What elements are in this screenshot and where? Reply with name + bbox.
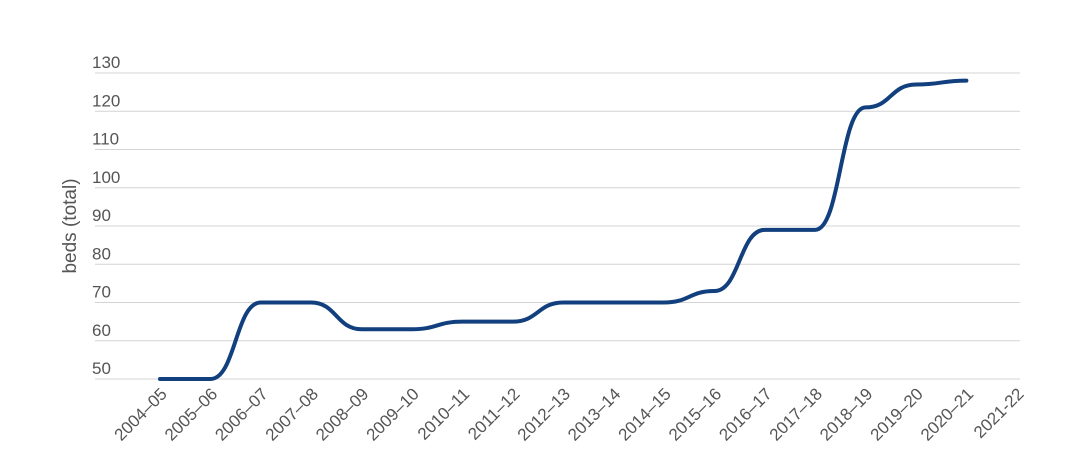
x-tick-label: 2013–14 [564,384,624,444]
y-axis-title: beds (total) [60,178,81,273]
x-tick-label: 2019–20 [867,384,927,444]
y-tick-label-90: 90 [92,206,111,225]
y-tick-label-60: 60 [92,321,111,340]
y-gridlines [95,72,1020,380]
series [158,78,969,382]
y-tick-labels: 50 60 70 80 90 100 110 120 130 [92,53,120,378]
x-tick-label: 2020–21 [917,384,977,444]
y-tick-label-100: 100 [92,168,120,187]
x-tick-label: 2016–17 [715,384,775,444]
x-tick-label: 2006–07 [211,384,271,444]
x-tick-label: 2009–10 [363,384,423,444]
x-tick-label: 2004–05 [111,384,171,444]
y-tick-label-70: 70 [92,283,111,302]
x-tick-label: 2012–13 [514,384,574,444]
x-tick-label: 2011–12 [464,384,523,443]
x-tick-label: 2021-22 [970,384,1028,442]
x-tick-label: 2018–19 [816,384,876,444]
series-line-0 [158,78,969,382]
x-tick-label: 2017–18 [766,384,826,444]
x-tick-label: 2005–06 [161,384,221,444]
x-tick-label: 2015–16 [665,384,725,444]
y-tick-label-110: 110 [92,130,119,149]
x-tick-labels: 2004–052005–062006–072007–082008–092009–… [111,384,1028,444]
y-tick-label-130: 130 [92,53,120,72]
y-tick-label-80: 80 [92,244,111,263]
x-tick-label: 2010–11 [414,384,473,443]
y-tick-label-50: 50 [92,359,111,378]
x-tick-label: 2014–15 [615,384,675,444]
y-tick-label-120: 120 [92,91,120,110]
x-tick-label: 2007–08 [262,384,322,444]
x-tick-label: 2008–09 [312,384,372,444]
